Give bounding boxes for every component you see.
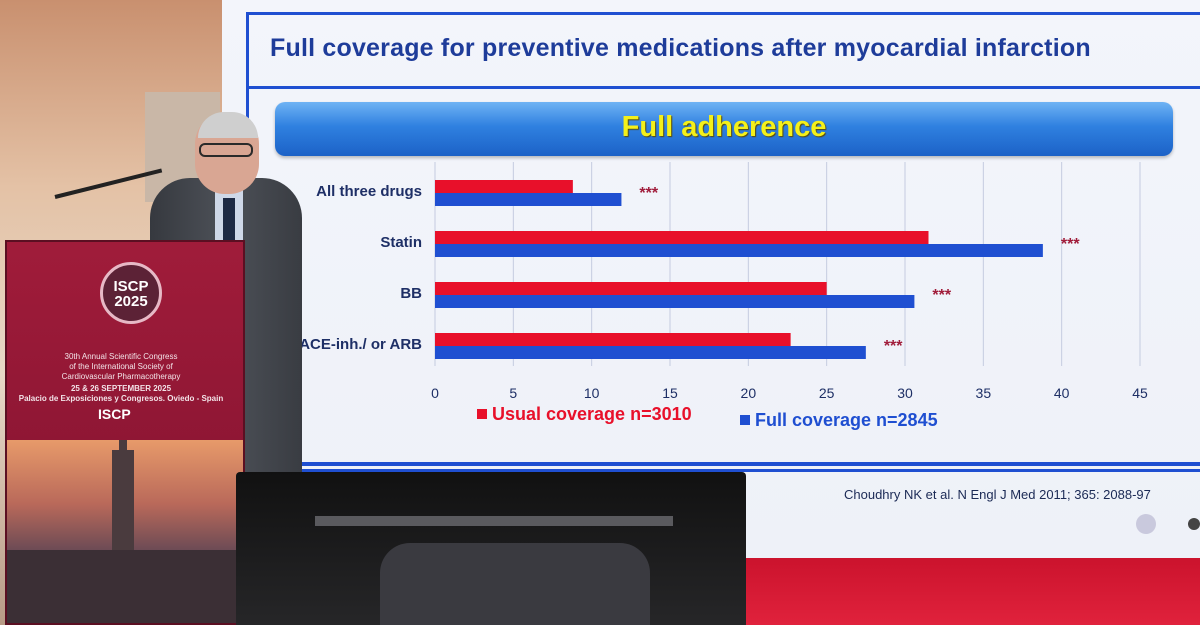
monitor-vent [315, 516, 673, 526]
slide-nav-dot-icon [1188, 518, 1200, 530]
x-tick-label: 35 [976, 385, 992, 401]
category-label: Statin [380, 234, 422, 251]
legend-label-full: Full coverage n=2845 [755, 410, 938, 430]
x-tick-label: 20 [741, 385, 757, 401]
category-label: All three drugs [316, 183, 422, 200]
x-tick-label: 0 [431, 385, 439, 401]
legend-swatch-usual [477, 409, 487, 419]
podium-line-2: of the International Society of [69, 362, 173, 371]
slide-title: Full coverage for preventive medications… [270, 34, 1091, 62]
significance-label: *** [639, 185, 658, 202]
cathedral-photo [7, 440, 243, 623]
bar-usual-coverage [435, 231, 929, 244]
bar-chart: 0 5 10 15 20 25 30 35 40 45 All three drugs *** Stat… [299, 162, 1148, 430]
x-tick-label: 45 [1132, 385, 1148, 401]
congress-logo-text: ISCP 2025 [113, 278, 149, 310]
podium-line-1: 30th Annual Scientific Congress [64, 352, 178, 361]
significance-label: *** [1061, 236, 1080, 253]
significance-label: *** [932, 287, 951, 304]
x-tick-label: 40 [1054, 385, 1070, 401]
banner: Full adherence [275, 102, 1173, 156]
banner-title: Full adherence [621, 111, 827, 143]
legend-swatch-full [740, 415, 750, 425]
podium-venue: Palacio de Exposiciones y Congresos. Ovi… [18, 394, 224, 403]
category-label: BB [400, 285, 422, 302]
glasses-icon [199, 143, 253, 157]
x-tick-label: 10 [584, 385, 600, 401]
significance-label: *** [884, 338, 903, 355]
x-tick-label: 15 [662, 385, 678, 401]
bar-usual-coverage [435, 282, 827, 295]
speaker-tie [223, 198, 235, 253]
bar-usual-coverage [435, 180, 573, 193]
slide-nav-dot-icon [1136, 514, 1156, 534]
bar-full-coverage [435, 295, 915, 308]
x-tick-label: 30 [897, 385, 913, 401]
podium-small-logo: ISCP [98, 406, 131, 422]
slide-bottom-divider [246, 462, 1200, 466]
congress-logo: ISCP 2025 [100, 262, 162, 324]
x-tick-label: 25 [819, 385, 835, 401]
monitor-back-panel [380, 543, 650, 625]
bar-usual-coverage [435, 333, 791, 346]
title-divider [246, 86, 1200, 89]
citation: Choudhry NK et al. N Engl J Med 2011; 36… [844, 487, 1151, 502]
bar-full-coverage [435, 346, 866, 359]
podium-line-3: Cardiovascular Pharmacotherapy [61, 372, 181, 381]
category-label: ACE-inh./ or ARB [299, 336, 422, 353]
podium-dates: 25 & 26 SEPTEMBER 2025 [70, 384, 172, 393]
bar-full-coverage [435, 244, 1043, 257]
legend-label-usual: Usual coverage n=3010 [492, 404, 692, 424]
x-tick-label: 5 [509, 385, 517, 401]
bar-full-coverage [435, 193, 622, 206]
